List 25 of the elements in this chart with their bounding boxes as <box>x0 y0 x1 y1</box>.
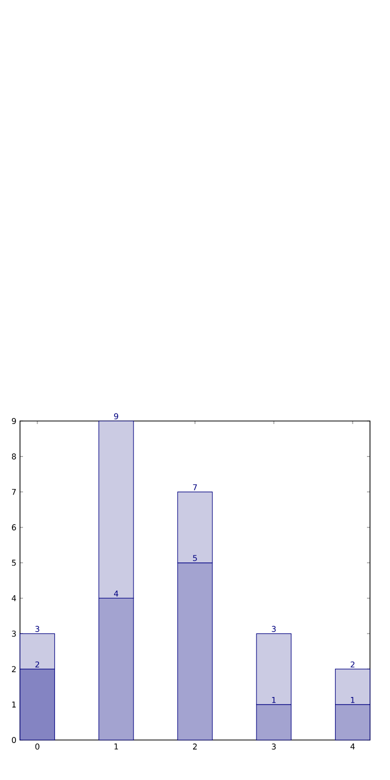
x-tick-label: 4 <box>350 744 355 750</box>
y-tick-label: 6 <box>12 524 16 530</box>
total-label: 7 <box>193 484 197 490</box>
data-label: 1 <box>272 697 276 703</box>
y-tick-label: 2 <box>12 666 16 672</box>
total-label: 3 <box>272 626 276 632</box>
y-tick-label: 0 <box>12 736 16 744</box>
y-tick-label: 9 <box>12 418 16 424</box>
x-tick-label: 0 <box>35 744 40 750</box>
data-label: 1 <box>350 697 354 703</box>
x-tick-label: 2 <box>193 744 197 750</box>
y-tick-label: 5 <box>12 560 16 566</box>
total-label: 9 <box>114 413 118 420</box>
y-tick-label: 8 <box>12 453 16 460</box>
y-tick-label: 3 <box>12 630 16 637</box>
y-tick-label: 7 <box>12 488 16 495</box>
total-label: 3 <box>35 626 40 632</box>
data-label: 4 <box>114 590 118 597</box>
data-label: 2 <box>35 661 40 668</box>
y-tick-label: 1 <box>12 702 16 708</box>
y-tick-label: 4 <box>12 595 16 602</box>
x-tick-label: 3 <box>272 744 276 750</box>
data-label: 5 <box>193 555 197 562</box>
total-label: 2 <box>350 661 354 668</box>
x-tick-label: 1 <box>114 744 118 750</box>
